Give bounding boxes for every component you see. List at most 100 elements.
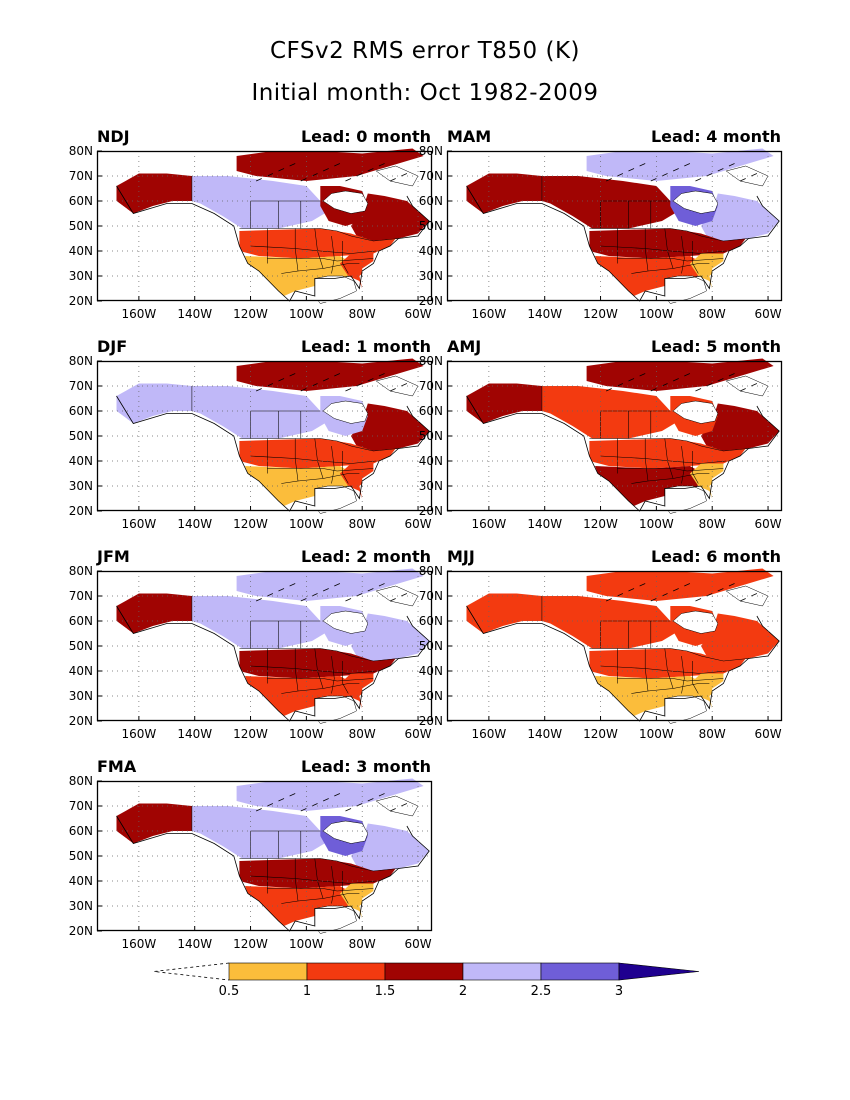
island-stroke [706,593,713,597]
lon-tick-label: 80W [699,727,726,741]
lat-tick-label: 70N [419,589,443,603]
lat-tick-label: 60N [69,614,93,628]
boundary-line [631,683,710,694]
boundary-line [681,655,685,694]
island-stroke [334,583,341,587]
island-stroke [389,178,396,182]
island-stroke [717,168,724,172]
island-stroke [739,388,746,392]
boundary-line [239,648,399,662]
lat-tick-label: 70N [419,379,443,393]
panel-season: FMA [97,757,137,776]
island-stroke [289,583,296,587]
region-alaska [116,383,192,424]
island-stroke [728,373,735,377]
lon-tick-label: 120W [233,937,268,951]
lon-tick-label: 100W [289,517,324,531]
boundary-line [281,473,360,484]
island-stroke [751,173,758,177]
island-stroke [345,598,352,602]
island-stroke [322,168,329,172]
boundary-line [617,468,724,472]
lon-tick-label: 120W [583,307,618,321]
island-stroke [684,373,691,377]
boundary-line [331,235,335,274]
lat-tick-label: 50N [69,639,93,653]
island-stroke [322,798,329,802]
island-stroke [728,583,735,587]
island-stroke [717,378,724,382]
map-panel-fma: FMA Lead: 3 month 80N 70N 60N 50N 40N 30N 20N 1… [69,757,433,981]
lon-tick-label: 100W [639,307,674,321]
lat-tick-label: 20N [69,714,93,728]
island-stroke [334,793,341,797]
island-stroke [345,808,352,812]
ocean-mask-south [289,656,432,724]
lat-tick-label: 70N [69,169,93,183]
lat-tick-label: 30N [69,269,93,283]
map-group: 80N 70N 60N 50N 40N 30N 20N 160W 140W 120W 100W 80W… [69,144,433,321]
island-stroke [684,163,691,167]
ocean-mask-west [447,571,640,721]
map-svg: 80N 70N 60N 50N 40N 30N 20N 160W 140W 120W 100W 80W… [69,564,433,741]
lon-tick-label: 80W [349,727,376,741]
ocean-mask-south [289,446,432,514]
region-southeast [339,253,374,289]
lat-tick-label: 50N [419,219,443,233]
boundary-line [267,468,374,472]
region-north-us [239,858,396,889]
lon-tick-label: 160W [121,307,156,321]
map-panel-mjj: MJJ Lead: 6 month 80N 70N 60N 50N 40N 30N 20N 1… [419,547,783,771]
region-north-us [239,228,396,259]
lon-tick-label: 100W [289,307,324,321]
colorbar-label: 1.5 [375,984,396,999]
boundary-line [239,438,399,452]
island-stroke [356,173,363,177]
island-stroke [628,378,635,382]
island-stroke [289,793,296,797]
region-west-canada [191,386,329,439]
region-southeast [689,253,724,289]
island-stroke [706,173,713,177]
region-arctic [236,778,424,811]
island-stroke [267,593,274,597]
map-svg: 80N 70N 60N 50N 40N 30N 20N 160W 140W 120W 100W 80W… [69,354,433,531]
island-stroke [706,383,713,387]
lon-tick-label: 120W [233,727,268,741]
lat-tick-label: 20N [419,714,443,728]
lon-tick-label: 160W [471,727,506,741]
ocean-mask-south [639,656,782,724]
boundary-line [631,473,710,484]
coastline [466,605,780,722]
boundary-line [589,648,749,662]
panel-season: JFM [97,547,130,566]
island-stroke [401,593,408,597]
lat-tick-label: 20N [419,504,443,518]
lat-tick-label: 50N [69,429,93,443]
boundary-line [331,655,335,694]
island-stroke [367,378,374,382]
lat-tick-label: 20N [69,924,93,938]
water-hudson-bay [322,820,369,844]
lon-tick-label: 160W [121,937,156,951]
region-arctic [586,148,774,181]
region-east-canada [351,823,430,871]
island-stroke [267,803,274,807]
island-stroke [389,388,396,392]
region-north-us [589,648,746,679]
map-panel-ndj: NDJ Lead: 0 month 80N 70N 60N 50N 40N 30N 20N 1… [69,127,433,351]
lon-tick-label: 100W [639,517,674,531]
ocean-mask-northeast [756,381,782,511]
region-southeast [339,883,374,919]
boundary-line [267,258,374,262]
island-stroke [367,588,374,592]
region-arctic [236,148,424,181]
lat-tick-label: 30N [69,689,93,703]
island-stroke [278,168,285,172]
island-stroke [639,583,646,587]
island-stroke [278,798,285,802]
island-stroke [311,383,318,387]
colorbar-under-arrow [153,962,230,981]
island-stroke [389,598,396,602]
boundary-line [342,661,349,694]
